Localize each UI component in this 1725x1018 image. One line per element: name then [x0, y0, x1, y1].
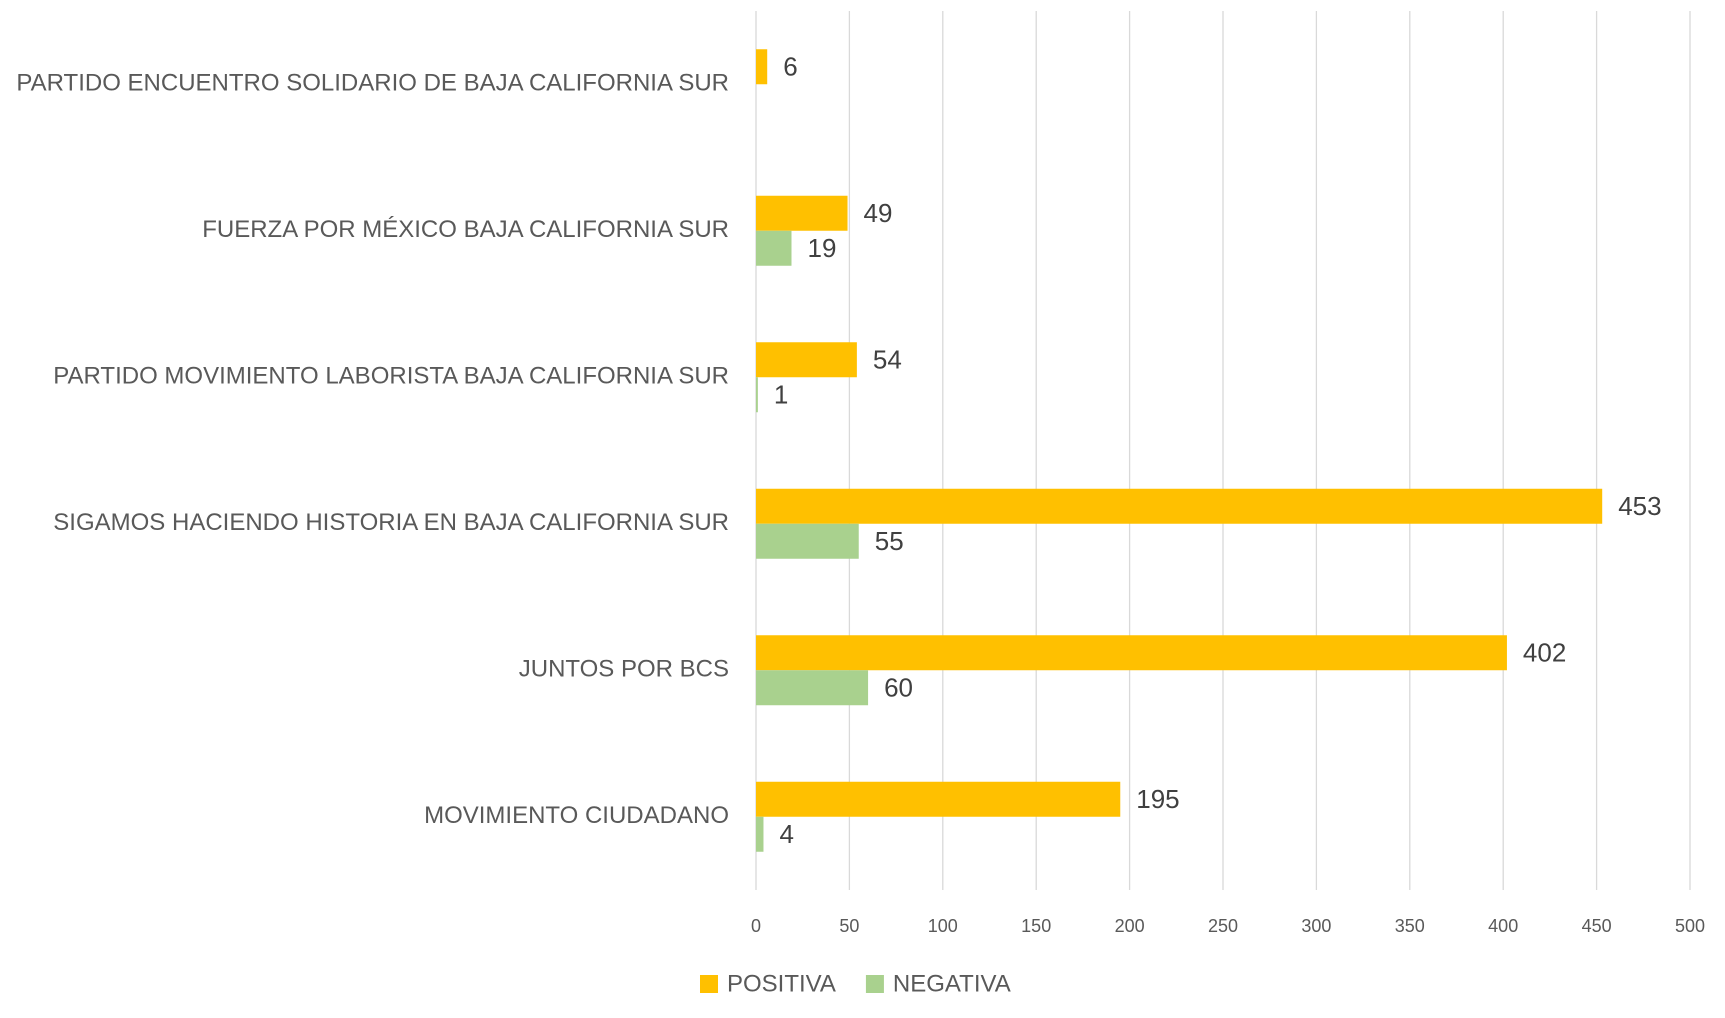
- bar: [756, 523, 859, 559]
- bar: [756, 49, 768, 85]
- bar: [756, 816, 764, 852]
- data-label: 402: [1523, 638, 1566, 668]
- x-tick-label: 450: [1582, 916, 1612, 936]
- legend-swatch: [700, 975, 718, 993]
- category-label: PARTIDO ENCUENTRO SOLIDARIO DE BAJA CALI…: [16, 70, 729, 97]
- legend-swatch: [865, 975, 884, 993]
- category-label: JUNTOS POR BCS: [519, 656, 729, 683]
- bar: [756, 195, 848, 231]
- x-tick-label: 0: [751, 916, 761, 936]
- legend-label: POSITIVA: [727, 970, 836, 997]
- x-tick-label: 200: [1115, 916, 1145, 936]
- category-label: SIGAMOS HACIENDO HISTORIA EN BAJA CALIFO…: [53, 509, 729, 536]
- bar: [756, 377, 758, 413]
- data-label: 4: [779, 819, 793, 849]
- data-label: 1: [774, 380, 788, 410]
- data-label: 6: [783, 52, 797, 82]
- data-label: 60: [884, 673, 913, 703]
- x-tick-label: 500: [1675, 916, 1705, 936]
- x-tick-label: 350: [1395, 916, 1425, 936]
- category-label: FUERZA POR MÉXICO BAJA CALIFORNIA SUR: [202, 216, 729, 243]
- x-tick-label: 150: [1021, 916, 1051, 936]
- x-tick-label: 250: [1208, 916, 1238, 936]
- data-label: 55: [875, 526, 904, 556]
- data-label: 195: [1136, 784, 1179, 814]
- x-tick-label: 400: [1488, 916, 1518, 936]
- x-tick-label: 50: [839, 916, 859, 936]
- bar: [756, 635, 1507, 671]
- bar: [756, 781, 1121, 817]
- data-label: 49: [864, 198, 893, 228]
- data-label: 54: [873, 345, 902, 375]
- category-label: MOVIMIENTO CIUDADANO: [424, 802, 729, 829]
- data-label: 453: [1618, 491, 1661, 521]
- bar: [756, 670, 869, 706]
- bar: [756, 488, 1603, 524]
- bar: [756, 230, 792, 266]
- category-label: PARTIDO MOVIMIENTO LABORISTA BAJA CALIFO…: [53, 363, 729, 390]
- x-tick-label: 100: [928, 916, 958, 936]
- bar: [756, 342, 857, 378]
- legend-label: NEGATIVA: [893, 970, 1011, 997]
- data-label: 19: [807, 233, 836, 263]
- x-tick-label: 300: [1301, 916, 1331, 936]
